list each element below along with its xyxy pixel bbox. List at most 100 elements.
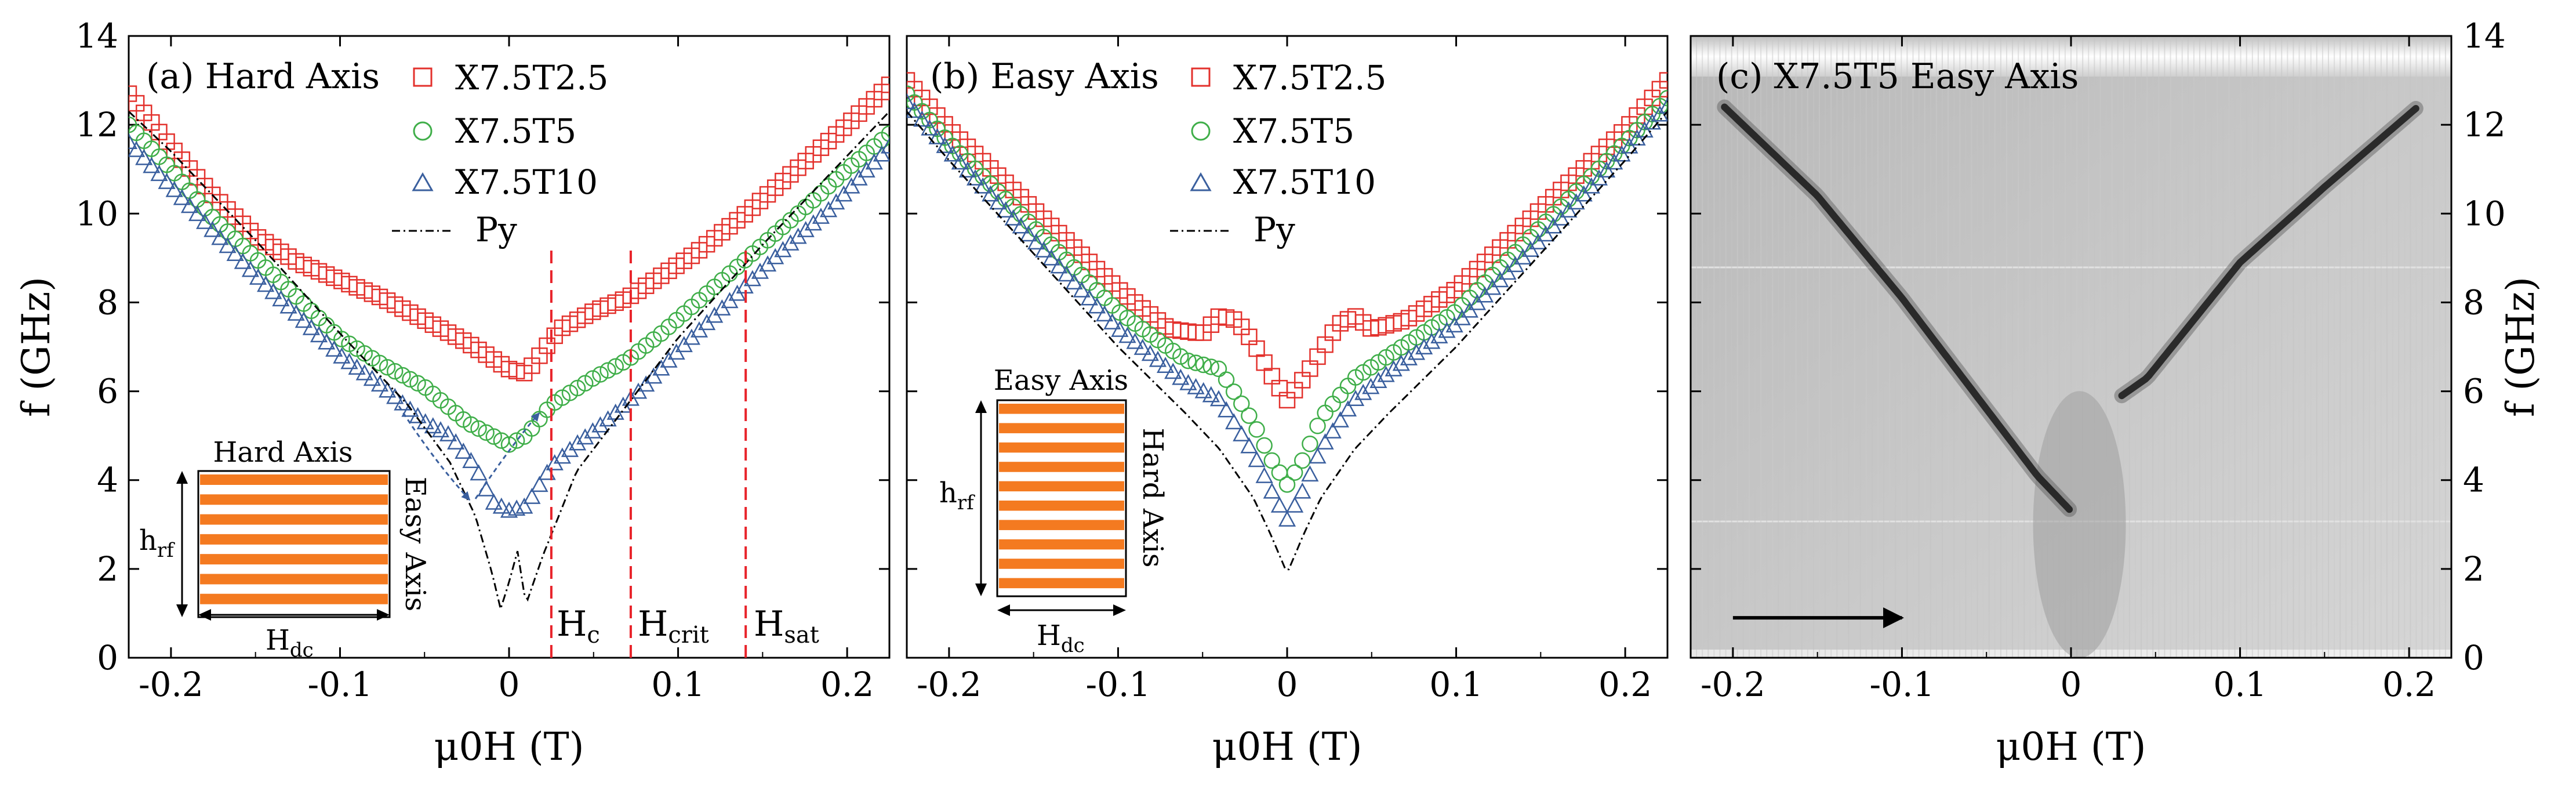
data-point-triangle xyxy=(241,260,260,277)
data-point-triangle xyxy=(951,153,969,170)
data-point-circle xyxy=(881,125,889,142)
sweep-arrow xyxy=(398,405,471,501)
data-point-triangle xyxy=(424,417,442,434)
data-point-triangle xyxy=(958,161,977,178)
data-point-triangle xyxy=(873,145,889,162)
data-point-triangle xyxy=(928,128,946,144)
data-point-triangle xyxy=(523,487,541,504)
data-point-circle xyxy=(1225,383,1242,400)
data-point-circle xyxy=(1241,407,1258,424)
inset-b-hrf-label: hrf xyxy=(939,477,975,514)
data-point-triangle xyxy=(1621,137,1638,154)
data-point-triangle xyxy=(1126,332,1144,349)
data-point-triangle xyxy=(219,237,237,253)
data-point-triangle xyxy=(1575,185,1593,202)
data-point-triangle xyxy=(1309,447,1327,464)
data-point-triangle xyxy=(880,137,889,154)
data-point-triangle xyxy=(1073,281,1091,298)
data-point-triangle xyxy=(470,464,488,481)
y-tick-label: 8 xyxy=(2463,282,2484,322)
data-point-triangle xyxy=(455,443,473,459)
inset-a-hrf-label: hrf xyxy=(139,524,175,562)
panel-a-x-label: μ0H (T) xyxy=(434,724,584,769)
x-tick-label: 0 xyxy=(1277,665,1298,704)
y-tick-label: 8 xyxy=(97,282,118,322)
data-point-triangle xyxy=(173,189,191,205)
y-tick-label: 6 xyxy=(2463,372,2484,411)
data-point-triangle xyxy=(1316,433,1334,450)
data-point-triangle xyxy=(287,305,305,321)
data-point-triangle xyxy=(1377,365,1395,382)
y-tick-label: 0 xyxy=(2463,638,2484,677)
data-point-circle xyxy=(379,358,396,376)
data-point-circle xyxy=(1317,404,1334,422)
data-point-triangle xyxy=(196,212,214,229)
panel-a-title: (a) Hard Axis xyxy=(146,56,380,97)
x-tick-label: 0.2 xyxy=(820,665,874,704)
panel-c-title: (c) X7.5T5 Easy Axis xyxy=(1716,56,2079,97)
panel-b-x-label: μ0H (T) xyxy=(1212,724,1363,769)
data-point-circle xyxy=(463,416,479,433)
data-point-triangle xyxy=(180,197,199,213)
data-point-triangle xyxy=(1187,378,1205,394)
inset-a-hdc-head-left xyxy=(198,609,211,621)
data-point-triangle xyxy=(1270,496,1288,513)
data-point-triangle xyxy=(264,282,282,299)
data-point-triangle xyxy=(1255,466,1273,483)
data-point-triangle xyxy=(1339,400,1357,416)
x-tick-label: -0.2 xyxy=(139,665,204,704)
inset-a-hdc-label: Hdc xyxy=(266,624,314,662)
data-point-triangle xyxy=(907,102,924,118)
data-point-triangle xyxy=(827,193,845,210)
inset-b-top-label: Easy Axis xyxy=(994,364,1128,397)
y-tick-label: 14 xyxy=(75,16,118,56)
stripe xyxy=(999,442,1124,453)
data-point-circle xyxy=(470,420,487,437)
data-point-triangle xyxy=(409,407,427,423)
data-point-triangle xyxy=(1545,217,1563,234)
legend-b: X7.5T2.5 X7.5T5 X7.5T10 Py xyxy=(1170,58,1386,249)
data-point-circle xyxy=(1659,89,1667,107)
data-point-triangle xyxy=(325,340,343,357)
data-point-circle xyxy=(508,432,525,449)
data-point-triangle xyxy=(302,318,320,335)
data-point-triangle xyxy=(1035,241,1053,258)
legend-label: X7.5T2.5 xyxy=(455,58,608,97)
py-curve xyxy=(129,111,889,613)
y-tick-label: 2 xyxy=(97,549,118,589)
data-point-circle xyxy=(478,424,495,441)
data-point-circle xyxy=(1302,436,1318,452)
data-point-circle xyxy=(485,428,503,445)
data-point-triangle xyxy=(295,311,313,328)
legend-marker-triangle xyxy=(412,172,434,191)
data-point-triangle xyxy=(1605,153,1623,170)
legend-label: Py xyxy=(1254,210,1295,249)
data-point-triangle xyxy=(211,229,229,245)
data-point-triangle xyxy=(913,110,931,127)
field-labels: Hc Hcrit Hsat xyxy=(557,604,819,648)
data-point-triangle xyxy=(1294,482,1311,499)
data-point-circle xyxy=(607,358,624,375)
y-tick-label: 10 xyxy=(2463,194,2506,233)
panel-c-y-label: f (GHz) xyxy=(2498,277,2543,417)
data-point-triangle xyxy=(1430,327,1448,344)
data-point-circle xyxy=(584,370,601,387)
inset-b-hdc-head-right xyxy=(1113,604,1126,616)
sweep-arrow xyxy=(474,412,540,499)
py-curve xyxy=(907,111,1667,571)
data-point-triangle xyxy=(1141,345,1159,361)
legend-marker-triangle xyxy=(1190,172,1212,191)
data-point-triangle xyxy=(858,161,875,178)
data-point-triangle xyxy=(1529,233,1547,249)
data-point-triangle xyxy=(1385,360,1403,376)
data-point-triangle xyxy=(997,201,1015,218)
x-tick-label: 0.2 xyxy=(1598,665,1652,704)
data-point-circle xyxy=(1233,395,1250,412)
data-point-triangle xyxy=(1582,177,1600,194)
data-point-triangle xyxy=(842,177,860,194)
data-point-circle xyxy=(600,362,616,379)
data-point-triangle xyxy=(188,205,206,222)
data-point-triangle xyxy=(1118,327,1136,343)
data-point-square xyxy=(1659,72,1667,89)
heatmap-panel xyxy=(1691,36,2451,658)
